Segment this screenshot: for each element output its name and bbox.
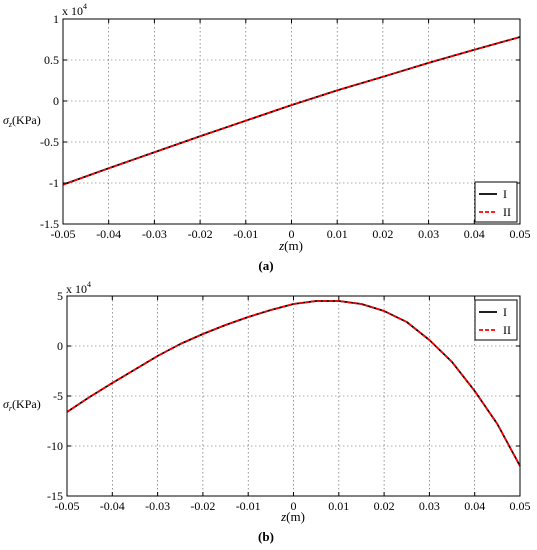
x-tick-label: -0.05: [51, 227, 76, 241]
y-tick-label: -15: [47, 489, 63, 503]
plot-frame-a: [62, 18, 521, 225]
x-tick-label: 0.01: [328, 499, 349, 513]
grid-a: [63, 19, 520, 224]
y-tick-label: 0: [53, 94, 59, 108]
y-axis-label-a: σz(KPa): [3, 113, 41, 129]
x-tick-label: 0.03: [418, 227, 439, 241]
series-line-b-1: [66, 300, 521, 467]
y-tick-label: -1: [49, 176, 59, 190]
legend-box-a: [474, 181, 518, 223]
x-tick-label: 0: [291, 499, 297, 513]
y-axis-label-b: σr(KPa): [3, 397, 41, 413]
series-line-a-1: [62, 36, 521, 186]
panel-label-a: (a): [258, 258, 273, 273]
x-tick-label: -0.03: [145, 499, 170, 513]
y-ticks-a: -1.5 -1 -0.5 0 0.5 1: [40, 12, 520, 231]
x-axis-label-b: z(m): [280, 509, 305, 524]
grid-b: [67, 296, 520, 496]
y-multiplier-a: x 104: [62, 2, 87, 18]
y-tick-label: 0.5: [44, 53, 59, 67]
x-tick-label: -0.03: [142, 227, 167, 241]
x-tick-label: -0.01: [233, 227, 258, 241]
series-b: [66, 300, 521, 467]
x-tick-label: 0.05: [510, 227, 531, 241]
y-tick-label: 1: [53, 12, 59, 26]
series-a: [62, 36, 521, 186]
x-tick-label: 0.05: [510, 499, 531, 513]
x-tick-label: 0.01: [327, 227, 348, 241]
y-tick-label: 0: [57, 339, 63, 353]
x-tick-label: 0.04: [464, 499, 485, 513]
y-tick-label: -0.5: [40, 135, 59, 149]
legend-label-a-0: I: [503, 187, 507, 201]
x-tick-label: -0.04: [96, 227, 121, 241]
legend-label-b-1: II: [503, 323, 511, 337]
x-ticks-a: -0.05 -0.04 -0.03 -0.02 -0.01 0 0.01 0.02 0.03 0.…: [51, 19, 531, 241]
x-tick-label: 0.03: [419, 499, 440, 513]
y-multiplier-b: x 104: [66, 280, 91, 296]
panel-b: -0.05 -0.04 -0.03 -0.02 -0.01 0 0.01 0.02 0.03 0.…: [3, 280, 531, 544]
x-tick-label: -0.04: [100, 499, 125, 513]
panel-a: -0.05 -0.04 -0.03 -0.02 -0.01 0 0.01 0.02 0.03 0.…: [3, 2, 531, 273]
y-ticks-b: -15 -10 -5 0 5: [47, 289, 520, 503]
x-tick-label: 0.02: [372, 227, 393, 241]
y-tick-label: -1.5: [40, 217, 59, 231]
x-tick-label: 0.02: [374, 499, 395, 513]
y-tick-label: -10: [47, 439, 63, 453]
x-axis-label-a: z(m): [278, 238, 303, 253]
x-ticks-b: -0.05 -0.04 -0.03 -0.02 -0.01 0 0.01 0.02 0.03 0.…: [55, 296, 531, 513]
legend-box-b: [474, 299, 518, 341]
panel-label-b: (b): [258, 529, 274, 544]
x-tick-label: -0.01: [236, 499, 261, 513]
legend-label-b-0: I: [503, 305, 507, 319]
legend-label-a-1: II: [503, 205, 511, 219]
x-tick-label: -0.02: [188, 227, 213, 241]
legend-a: I II: [474, 181, 518, 223]
y-tick-label: -5: [53, 389, 63, 403]
x-tick-label: 0: [289, 227, 295, 241]
y-tick-label: 5: [57, 289, 63, 303]
legend-b: I II: [474, 299, 518, 341]
x-tick-label: -0.05: [55, 499, 80, 513]
x-tick-label: 0.04: [464, 227, 485, 241]
x-tick-label: -0.02: [190, 499, 215, 513]
